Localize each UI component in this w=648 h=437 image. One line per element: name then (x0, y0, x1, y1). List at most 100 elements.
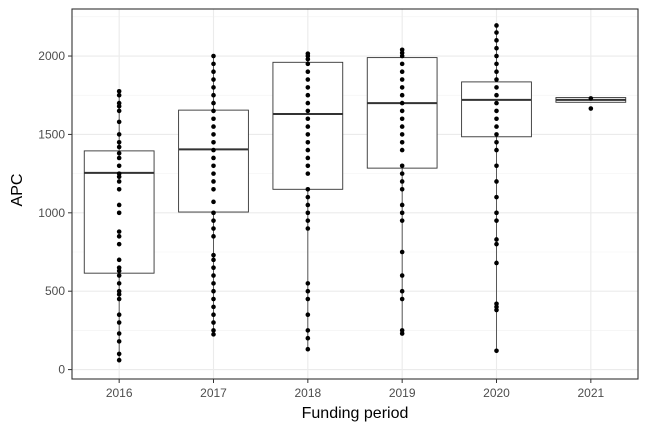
data-point (399, 210, 405, 216)
data-point (305, 124, 311, 129)
data-point (399, 147, 405, 153)
data-point (494, 108, 499, 114)
data-point (116, 155, 122, 161)
data-point (305, 335, 311, 341)
data-point (305, 108, 311, 114)
data-point (494, 100, 499, 106)
data-point (211, 69, 216, 75)
data-point (211, 312, 216, 318)
data-point (494, 179, 499, 184)
data-point (211, 199, 216, 205)
data-point (588, 96, 594, 101)
data-point (399, 124, 405, 129)
data-point (211, 61, 216, 67)
data-point (399, 163, 405, 169)
data-point (399, 116, 405, 122)
data-point (305, 139, 311, 145)
data-point (399, 296, 405, 302)
data-point (494, 241, 499, 247)
data-point (305, 346, 311, 352)
data-point (116, 100, 122, 106)
data-point (211, 77, 216, 82)
x-tick-label: 2020 (483, 386, 510, 400)
data-point (211, 320, 216, 325)
data-point (211, 100, 216, 106)
data-point (399, 202, 405, 208)
data-point (494, 210, 499, 216)
data-point (211, 252, 216, 258)
data-point (116, 312, 122, 318)
data-point (494, 23, 499, 28)
data-point (494, 163, 499, 169)
x-tick-label: 2019 (389, 386, 416, 400)
data-point (305, 147, 311, 153)
data-point (116, 296, 122, 302)
data-point (399, 139, 405, 145)
data-point (116, 281, 122, 286)
data-point (116, 89, 122, 94)
data-point (399, 249, 405, 255)
data-point (305, 226, 311, 231)
data-point (211, 332, 216, 337)
data-point (211, 116, 216, 122)
data-point (494, 124, 499, 129)
data-point (399, 171, 405, 176)
data-point (116, 144, 122, 150)
data-point (494, 61, 499, 67)
data-point (494, 92, 499, 98)
data-point (116, 119, 122, 125)
y-tick-label: 1000 (38, 206, 65, 220)
data-point (116, 210, 122, 216)
data-point (211, 171, 216, 176)
data-point (399, 100, 405, 106)
data-point (399, 179, 405, 184)
data-point (211, 147, 216, 153)
y-axis-title: APC (9, 174, 26, 207)
data-point (494, 237, 499, 242)
data-point (116, 163, 122, 169)
data-point (116, 320, 122, 325)
data-point (305, 186, 311, 192)
data-point (494, 139, 499, 145)
data-point (399, 61, 405, 67)
data-point (494, 85, 499, 90)
x-tick-label: 2018 (294, 386, 321, 400)
data-point (305, 210, 311, 216)
data-point (211, 218, 216, 223)
data-point (116, 92, 122, 98)
data-point (116, 339, 122, 344)
x-tick-label: 2016 (106, 386, 133, 400)
data-point (116, 139, 122, 145)
data-point (494, 218, 499, 223)
data-point (116, 132, 122, 137)
data-point (305, 163, 311, 169)
data-point (211, 108, 216, 114)
y-tick-label: 1500 (38, 127, 65, 141)
data-point (211, 163, 216, 169)
data-point (211, 257, 216, 263)
data-point (116, 171, 122, 176)
data-point (211, 234, 216, 239)
data-point (305, 288, 311, 294)
data-point (211, 281, 216, 286)
panel-border (71, 8, 639, 380)
data-point (305, 132, 311, 137)
data-point (211, 53, 216, 59)
data-point (399, 273, 405, 278)
data-point (116, 229, 122, 234)
data-point (399, 92, 405, 98)
data-point (305, 171, 311, 176)
data-point (305, 69, 311, 75)
data-point (305, 51, 311, 56)
data-point (588, 106, 594, 111)
data-point (494, 30, 499, 35)
data-point (399, 77, 405, 82)
data-point (494, 77, 499, 82)
data-point (399, 218, 405, 223)
data-point (305, 312, 311, 318)
data-point (116, 202, 122, 208)
data-point (211, 288, 216, 294)
data-point (399, 85, 405, 90)
data-point (494, 116, 499, 122)
data-point (494, 301, 499, 307)
